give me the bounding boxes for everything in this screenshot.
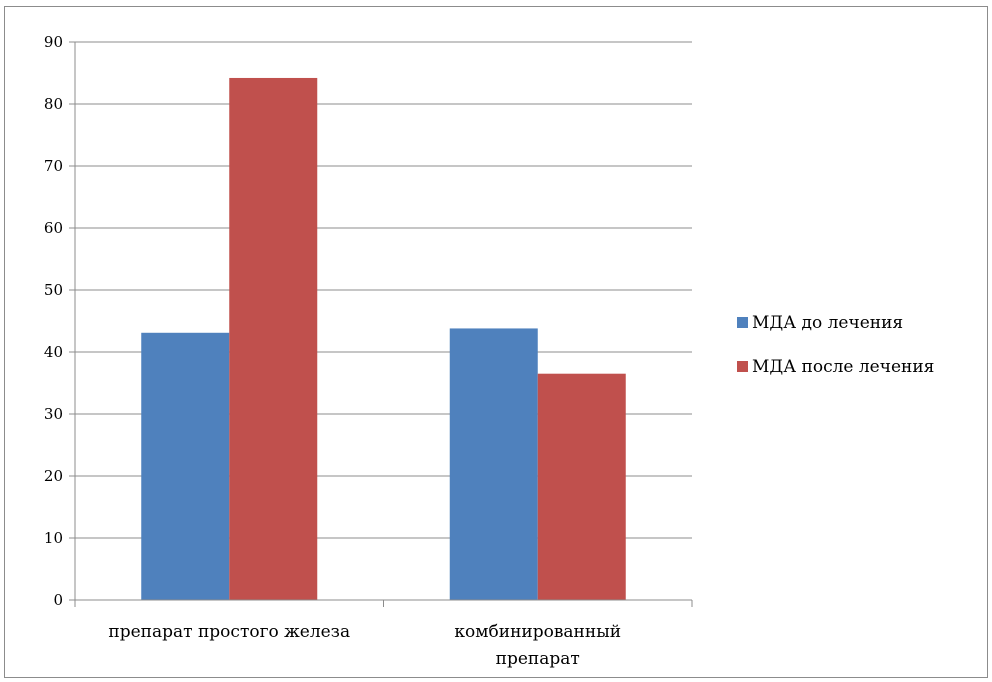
y-tick-label: 50 xyxy=(44,281,63,299)
y-tick-label: 20 xyxy=(44,467,63,485)
y-tick-label: 70 xyxy=(44,157,63,175)
y-tick-labels: 0 10 20 30 40 50 60 70 80 90 xyxy=(44,33,63,609)
legend-swatch xyxy=(737,361,748,372)
x-category-labels: препарат простого железа комбинированный п… xyxy=(108,622,621,669)
y-tick-label: 10 xyxy=(44,529,63,547)
bars xyxy=(141,77,626,600)
bar-after-1 xyxy=(537,373,626,600)
legend-swatch xyxy=(737,317,748,328)
bar-before-1 xyxy=(449,328,538,600)
bar-before-0 xyxy=(141,332,230,600)
y-tick-label: 60 xyxy=(44,219,63,237)
y-tick-label: 80 xyxy=(44,95,63,113)
y-tick-label: 40 xyxy=(44,343,63,361)
axes xyxy=(69,41,693,607)
legend-label: МДА после лечения xyxy=(752,357,934,377)
y-tick-label: 30 xyxy=(44,405,63,423)
bar-after-0 xyxy=(229,77,318,600)
legend-label: МДА до лечения xyxy=(752,313,903,333)
legend: МДА до лечения МДА после лечения xyxy=(737,313,934,377)
x-category-label: комбинированный препарат xyxy=(454,622,621,669)
y-tick-label: 90 xyxy=(44,33,63,51)
y-tick-label: 0 xyxy=(53,591,63,609)
x-category-label: препарат простого железа xyxy=(108,622,350,642)
